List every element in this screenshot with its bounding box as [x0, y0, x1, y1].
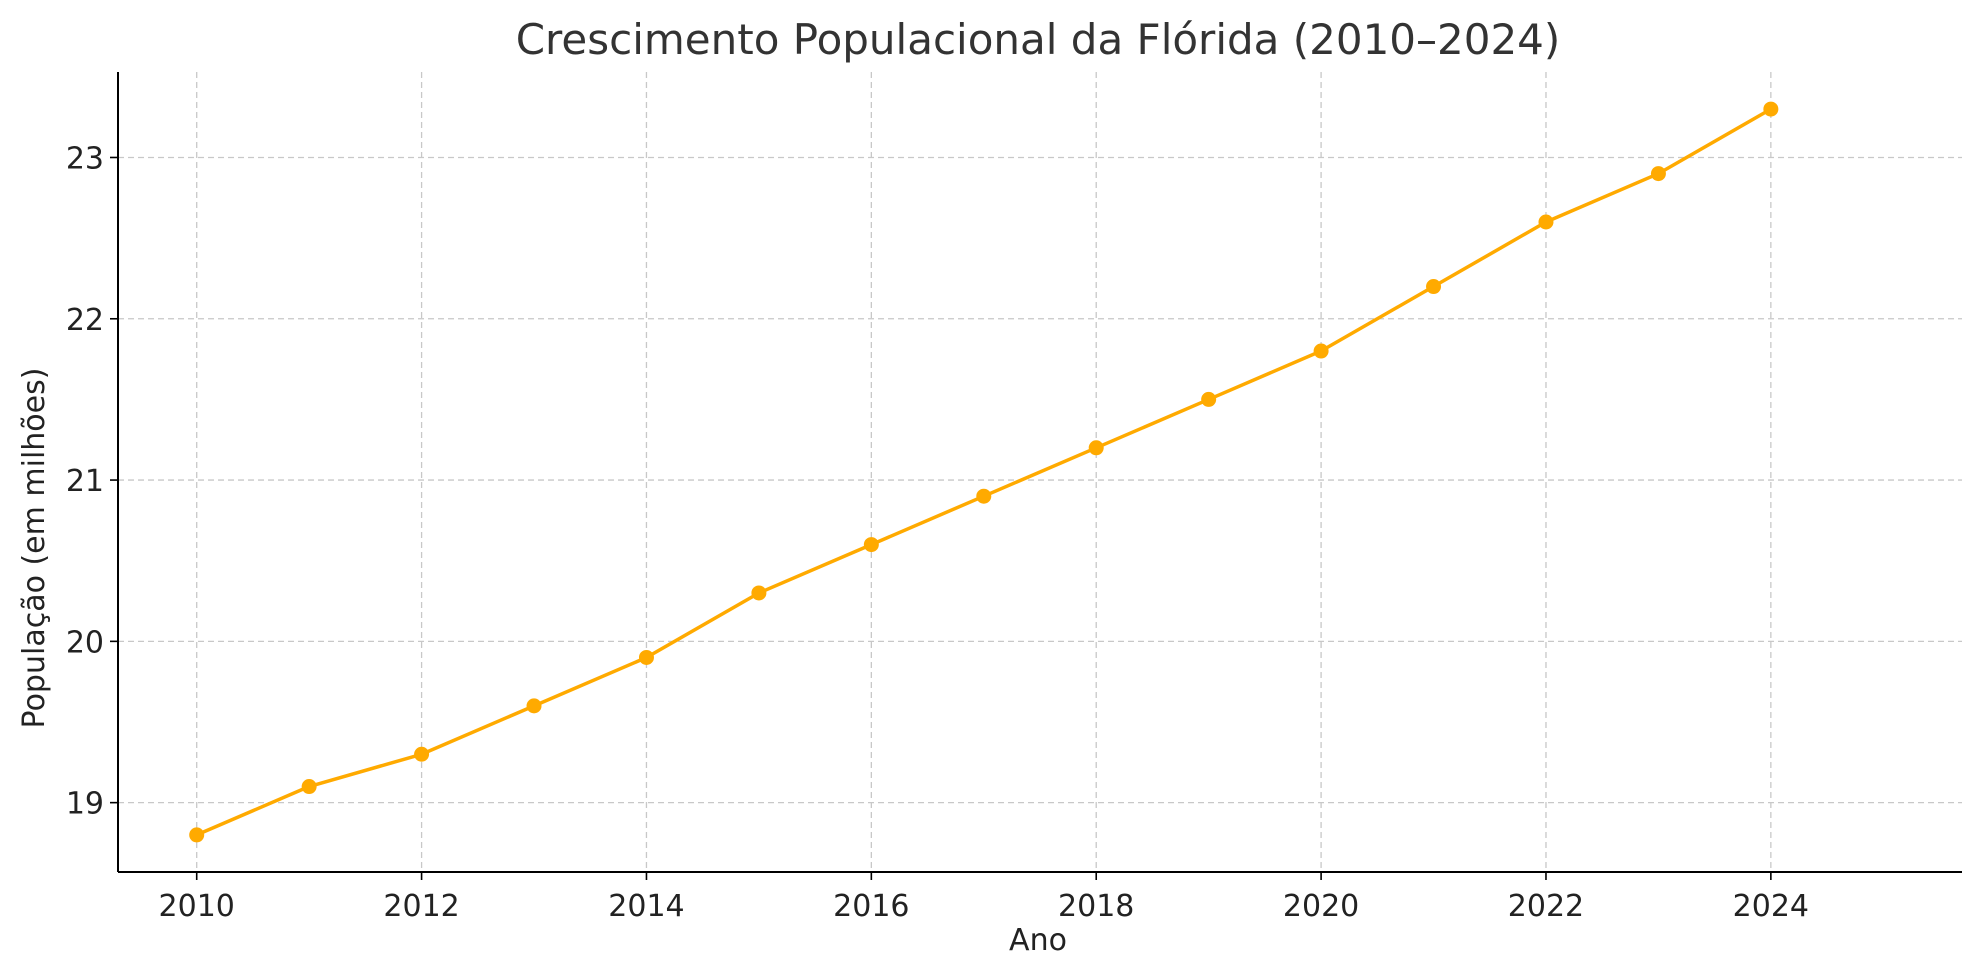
y-tick-label: 20: [66, 625, 104, 660]
grid: [118, 72, 1962, 872]
y-tick-label: 22: [66, 303, 104, 338]
data-point: [863, 537, 879, 553]
data-point: [414, 746, 430, 762]
y-axis-label: População (em milhões): [17, 368, 52, 729]
x-axis: 2010 2012 2014 2016 2018 2020 2022 2024: [159, 872, 1809, 924]
axes-spines: [117, 72, 1962, 873]
data-point: [526, 698, 542, 714]
x-tick-label: 2022: [1508, 889, 1584, 924]
data-point: [1088, 440, 1104, 456]
data-point: [638, 649, 654, 665]
x-tick-label: 2016: [833, 889, 909, 924]
data-point: [1763, 101, 1779, 117]
data-point: [301, 779, 317, 795]
data-point: [1650, 166, 1666, 182]
y-tick-label: 19: [66, 787, 104, 822]
data-point: [1201, 391, 1217, 407]
data-point: [1538, 214, 1554, 230]
y-axis: 19 20 21 22 23: [66, 141, 118, 822]
series-line: [194, 107, 1773, 837]
y-tick-label: 23: [66, 141, 104, 176]
x-tick-label: 2018: [1058, 889, 1134, 924]
y-tick-label: 21: [66, 464, 104, 499]
x-tick-label: 2010: [159, 889, 235, 924]
series-group: [189, 101, 1779, 843]
data-point: [751, 585, 767, 601]
chart-title: Crescimento Populacional da Flórida (201…: [516, 15, 1561, 64]
data-point: [976, 488, 992, 504]
data-point: [1426, 279, 1442, 295]
x-axis-label: Ano: [1009, 923, 1067, 958]
x-tick-label: 2020: [1283, 889, 1359, 924]
x-tick-label: 2014: [608, 889, 684, 924]
x-tick-label: 2024: [1733, 889, 1809, 924]
data-point: [189, 827, 205, 843]
data-point: [1313, 343, 1329, 359]
x-tick-label: 2012: [383, 889, 459, 924]
